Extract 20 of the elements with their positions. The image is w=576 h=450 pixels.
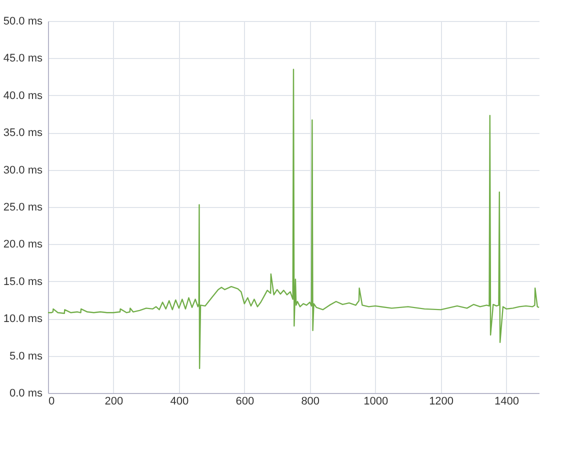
y-tick-label: 0.0 ms (9, 388, 43, 400)
y-tick-label: 50.0 ms (3, 16, 43, 28)
line-series (47, 68, 540, 370)
y-tick-label: 30.0 ms (3, 164, 43, 176)
y-tick-label: 40.0 ms (3, 90, 43, 102)
y-tick-label: 25.0 ms (3, 202, 43, 214)
y-tick-label: 45.0 ms (3, 52, 43, 65)
x-tick-label: 1000 (364, 396, 388, 408)
y-tick-label: 10.0 ms (3, 313, 43, 326)
x-tick-label: 600 (236, 396, 254, 408)
x-tick-label: 0 (48, 396, 55, 408)
x-tick-label: 1200 (429, 396, 454, 408)
x-tick-label: 800 (301, 396, 320, 408)
y-tick-label: 15.0 ms (3, 276, 43, 288)
y-tick-label: 20.0 ms (3, 238, 43, 251)
x-tick-label: 200 (104, 396, 124, 408)
y-tick-label: 5.0 ms (9, 350, 43, 362)
y-tick-label: 35.0 ms (3, 127, 43, 140)
x-tick-label: 400 (170, 396, 189, 408)
x-tick-label: 1400 (494, 396, 520, 408)
